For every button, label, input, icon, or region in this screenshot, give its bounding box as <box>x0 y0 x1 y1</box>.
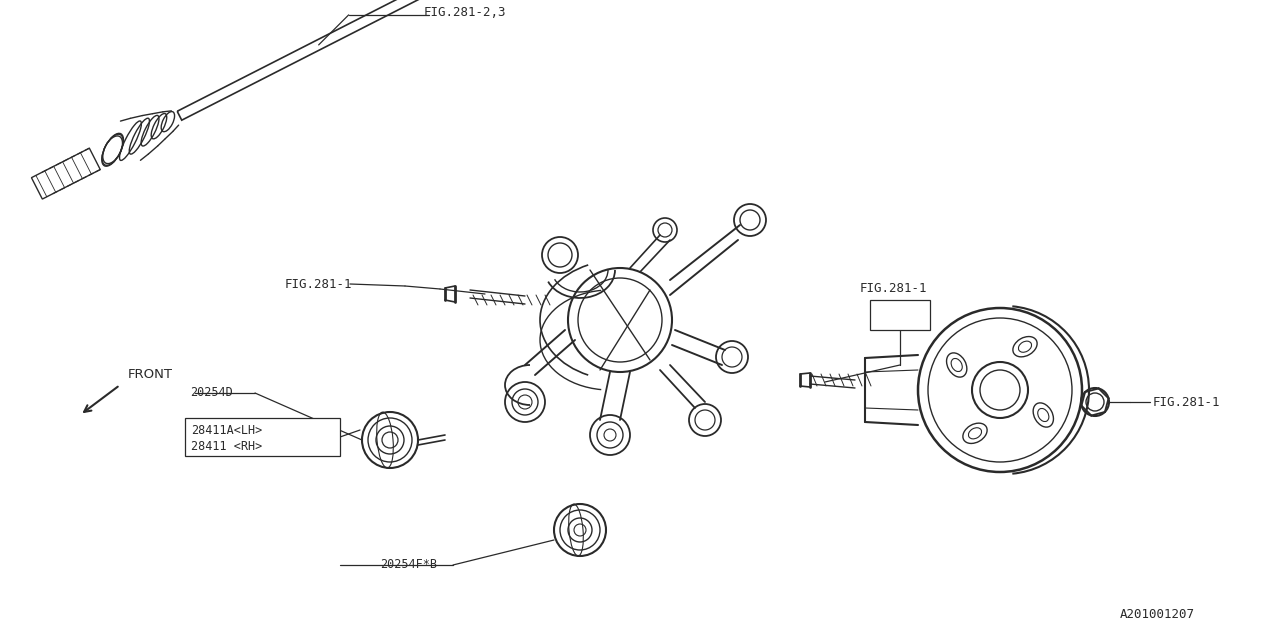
Text: 28411 <RH>: 28411 <RH> <box>191 440 262 452</box>
Text: FIG.281-2,3: FIG.281-2,3 <box>424 6 506 19</box>
Text: FIG.281-1: FIG.281-1 <box>1153 396 1221 408</box>
Text: 20254D: 20254D <box>189 387 233 399</box>
Text: FIG.281-1: FIG.281-1 <box>285 278 352 291</box>
Text: 20254F*B: 20254F*B <box>380 559 436 572</box>
Text: FRONT: FRONT <box>128 369 173 381</box>
Text: 28411A<LH>: 28411A<LH> <box>191 424 262 436</box>
Text: FIG.281-1: FIG.281-1 <box>860 282 928 294</box>
Text: A201001207: A201001207 <box>1120 609 1196 621</box>
Bar <box>870 300 931 330</box>
Bar <box>186 418 340 456</box>
